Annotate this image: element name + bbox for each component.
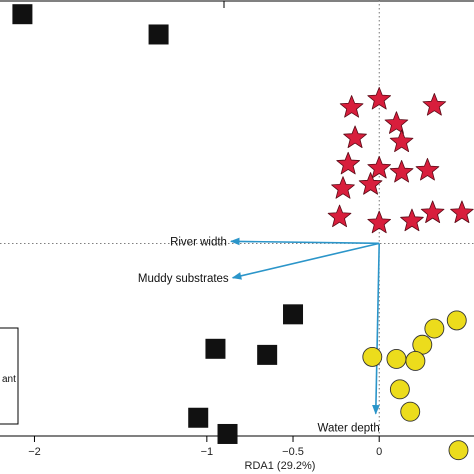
x-tick-label: −0.5 (282, 446, 304, 458)
star-point (331, 176, 355, 199)
star-point (420, 200, 445, 224)
star-point (336, 151, 360, 175)
legend-frame (0, 327, 19, 425)
star-point (450, 200, 474, 224)
star-point (389, 159, 414, 183)
x-tick-label: −1 (201, 446, 214, 458)
square-point (283, 304, 304, 325)
square-point (205, 338, 226, 359)
circle-point (424, 318, 445, 339)
arrow-label-muddy-substrates: Muddy substrates (138, 273, 229, 285)
square-point (188, 407, 209, 428)
star-point (422, 93, 447, 116)
legend-box-partial: ant (0, 327, 19, 425)
star-point (400, 208, 424, 232)
square-point (217, 423, 238, 444)
circle-point (362, 346, 383, 367)
arrow-river-width (230, 237, 380, 246)
star-point (327, 204, 352, 228)
circle-point (389, 379, 410, 400)
circle-point (400, 401, 421, 422)
star-point (367, 155, 392, 179)
x-tick-label: 0 (376, 446, 382, 458)
star-point (343, 125, 367, 149)
circle-point (448, 440, 469, 461)
star-point (367, 86, 392, 110)
x-axis-title: RDA1 (29.2%) (245, 460, 316, 472)
star-point (339, 95, 364, 118)
circle-point (405, 351, 426, 371)
square-point (12, 4, 33, 25)
arrow-label-water-depth: Water depth (318, 423, 380, 435)
circle-point (386, 348, 407, 369)
sample-points (12, 4, 474, 461)
circle-point (446, 310, 467, 331)
arrow-water-depth (372, 243, 380, 415)
star-point (367, 210, 392, 234)
square-point (148, 24, 169, 45)
star-point (358, 172, 383, 195)
legend-entry-text: ant (2, 374, 16, 385)
square-point (257, 344, 278, 365)
arrow-muddy-substrates (231, 242, 380, 280)
x-tick-label: −2 (28, 446, 41, 458)
star-point (389, 129, 414, 153)
star-point (384, 111, 409, 134)
arrow-label-river-width: River width (170, 236, 227, 248)
star-point (415, 157, 440, 181)
x-axis-ticks: −2 −1 −0.5 0 (28, 436, 382, 458)
environment-arrows: River width Muddy substrates Water depth (138, 236, 380, 435)
